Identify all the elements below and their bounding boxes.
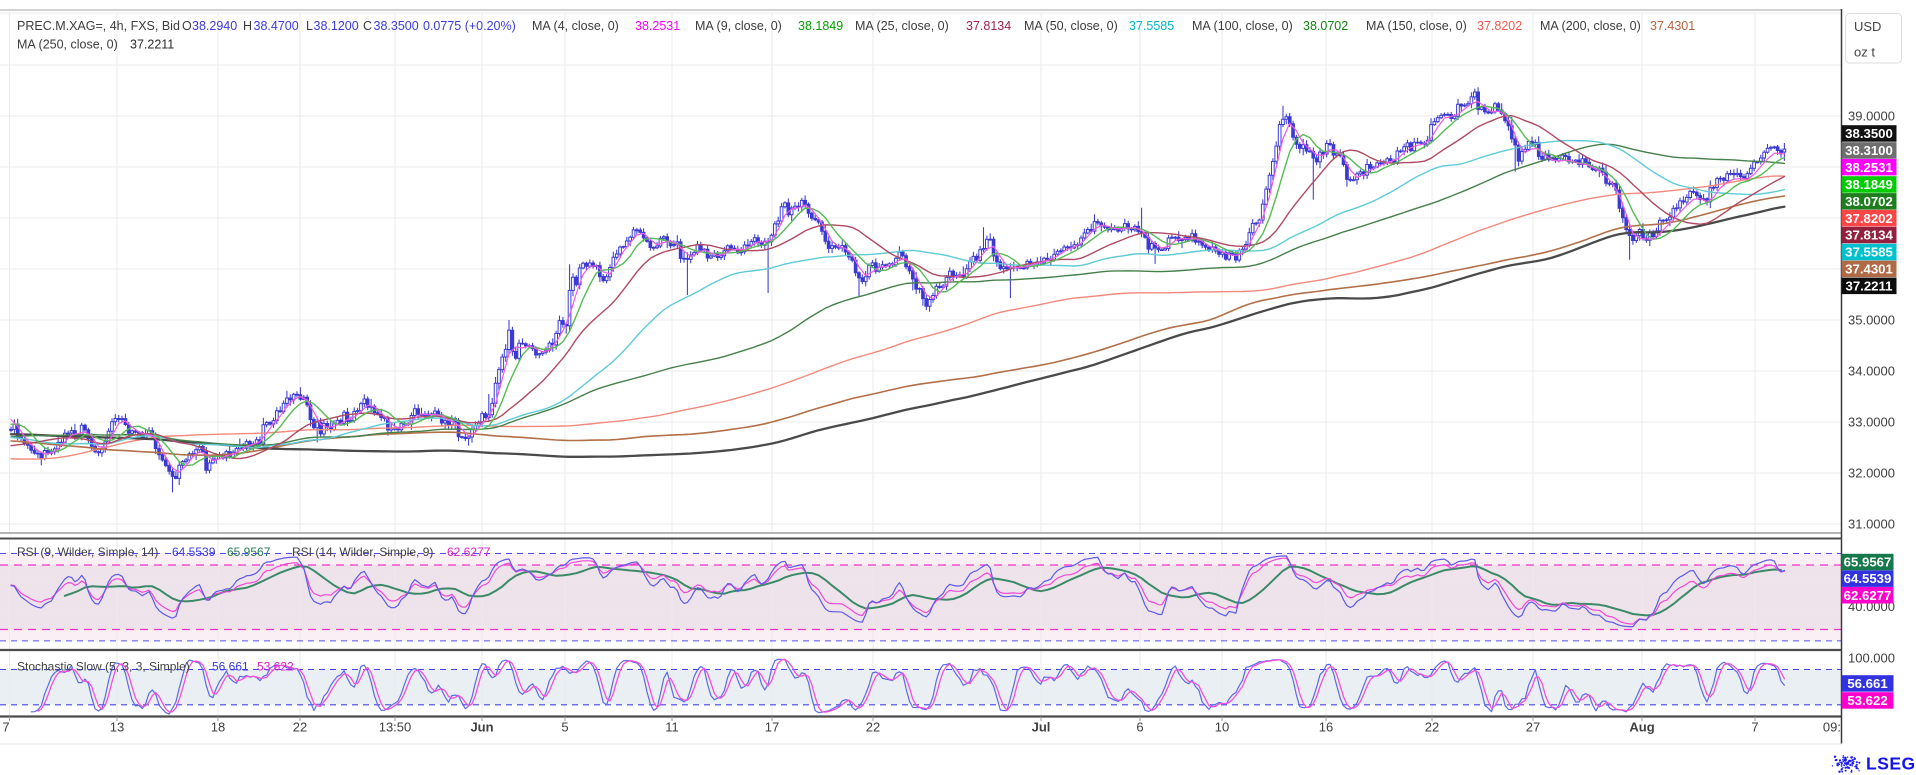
svg-text:6: 6 (1136, 720, 1143, 735)
svg-text:64.5539: 64.5539 (1844, 571, 1892, 586)
svg-text:64.5539: 64.5539 (172, 545, 216, 559)
svg-text:37.8202: 37.8202 (1477, 19, 1522, 33)
svg-text:37.4301: 37.4301 (1650, 19, 1695, 33)
svg-text:62.6277: 62.6277 (447, 545, 491, 559)
svg-text:65.9567: 65.9567 (227, 545, 271, 559)
svg-text:37.4301: 37.4301 (1845, 262, 1893, 277)
svg-text:38.1849: 38.1849 (798, 19, 843, 33)
svg-text:22: 22 (866, 720, 880, 735)
svg-text:53.622: 53.622 (257, 660, 294, 674)
svg-text:PREC.M.XAG=, 4h, FXS, Bid: PREC.M.XAG=, 4h, FXS, Bid (17, 19, 180, 33)
svg-text:L: L (306, 19, 313, 33)
svg-text:56.661: 56.661 (212, 660, 249, 674)
svg-text:MA (250, close, 0): MA (250, close, 0) (17, 38, 118, 52)
svg-text:37.5585: 37.5585 (1129, 19, 1174, 33)
svg-text:MA (25, close, 0): MA (25, close, 0) (855, 19, 949, 33)
svg-text:C: C (363, 19, 372, 33)
svg-text:MA (9, close, 0): MA (9, close, 0) (695, 19, 782, 33)
svg-text:USD: USD (1854, 19, 1881, 34)
svg-text:37.2211: 37.2211 (1846, 278, 1893, 293)
svg-text:MA (50, close, 0): MA (50, close, 0) (1024, 19, 1118, 33)
svg-text:O: O (182, 19, 192, 33)
svg-text:7: 7 (2, 720, 9, 735)
svg-text:MA (4, close, 0): MA (4, close, 0) (532, 19, 619, 33)
svg-text:Stochastic Slow (5, 3, 3, Simp: Stochastic Slow (5, 3, 3, Simple) (17, 660, 190, 674)
svg-text:MA (100, close, 0): MA (100, close, 0) (1192, 19, 1293, 33)
svg-text:09:: 09: (1823, 720, 1841, 735)
svg-text:Aug: Aug (1629, 720, 1654, 735)
svg-text:33.0000: 33.0000 (1848, 415, 1895, 430)
svg-text:RSI (14, Wilder, Simple, 9): RSI (14, Wilder, Simple, 9) (292, 545, 433, 559)
svg-text:RSI (9, Wilder, Simple, 14): RSI (9, Wilder, Simple, 14) (17, 545, 158, 559)
svg-text:38.0702: 38.0702 (1303, 19, 1348, 33)
svg-text:38.3500: 38.3500 (1845, 126, 1893, 141)
svg-text:37.8202: 37.8202 (1845, 211, 1893, 226)
svg-text:22: 22 (293, 720, 307, 735)
svg-text:39.0000: 39.0000 (1848, 109, 1895, 124)
svg-text:37.8134: 37.8134 (966, 19, 1011, 33)
svg-text:18: 18 (211, 720, 225, 735)
svg-text:38.3100: 38.3100 (1845, 143, 1893, 158)
svg-text:Jul: Jul (1032, 720, 1051, 735)
svg-text:38.1200: 38.1200 (314, 19, 359, 33)
svg-text:38.3500: 38.3500 (374, 19, 419, 33)
svg-text:38.1849: 38.1849 (1845, 177, 1893, 192)
svg-text:7: 7 (1751, 720, 1758, 735)
svg-text:62.6277: 62.6277 (1844, 588, 1892, 603)
svg-text:38.4700: 38.4700 (254, 19, 299, 33)
svg-text:56.661: 56.661 (1847, 676, 1887, 691)
svg-text:Jun: Jun (470, 720, 493, 735)
svg-text:oz t: oz t (1854, 45, 1875, 60)
svg-text:53.622: 53.622 (1847, 693, 1887, 708)
svg-text:LSEG: LSEG (1866, 754, 1916, 774)
svg-text:38.0702: 38.0702 (1845, 194, 1893, 209)
svg-text:37.8134: 37.8134 (1845, 228, 1893, 243)
svg-text:MA (150, close, 0): MA (150, close, 0) (1366, 19, 1467, 33)
svg-text:17: 17 (765, 720, 779, 735)
svg-text:38.2531: 38.2531 (1845, 160, 1893, 175)
svg-text:13: 13 (110, 720, 124, 735)
svg-text:37.2211: 37.2211 (130, 38, 174, 52)
svg-text:16: 16 (1319, 720, 1333, 735)
svg-text:MA (200, close, 0): MA (200, close, 0) (1540, 19, 1641, 33)
svg-text:37.5585: 37.5585 (1845, 245, 1893, 260)
svg-text:34.0000: 34.0000 (1848, 364, 1895, 379)
svg-text:32.0000: 32.0000 (1848, 466, 1895, 481)
svg-text:27: 27 (1526, 720, 1540, 735)
svg-text:35.0000: 35.0000 (1848, 313, 1895, 328)
svg-text:11: 11 (665, 720, 679, 735)
svg-text:38.2531: 38.2531 (635, 19, 680, 33)
svg-text:22: 22 (1425, 720, 1439, 735)
svg-text:0.0775 (+0.20%): 0.0775 (+0.20%) (423, 19, 516, 33)
svg-text:100.000: 100.000 (1848, 651, 1895, 666)
svg-text:31.0000: 31.0000 (1848, 517, 1895, 532)
svg-text:5: 5 (561, 720, 568, 735)
svg-text:65.9567: 65.9567 (1844, 555, 1892, 570)
svg-text:13:50: 13:50 (379, 720, 412, 735)
svg-text:H: H (243, 19, 252, 33)
svg-text:10: 10 (1215, 720, 1229, 735)
svg-text:38.2940: 38.2940 (192, 19, 237, 33)
